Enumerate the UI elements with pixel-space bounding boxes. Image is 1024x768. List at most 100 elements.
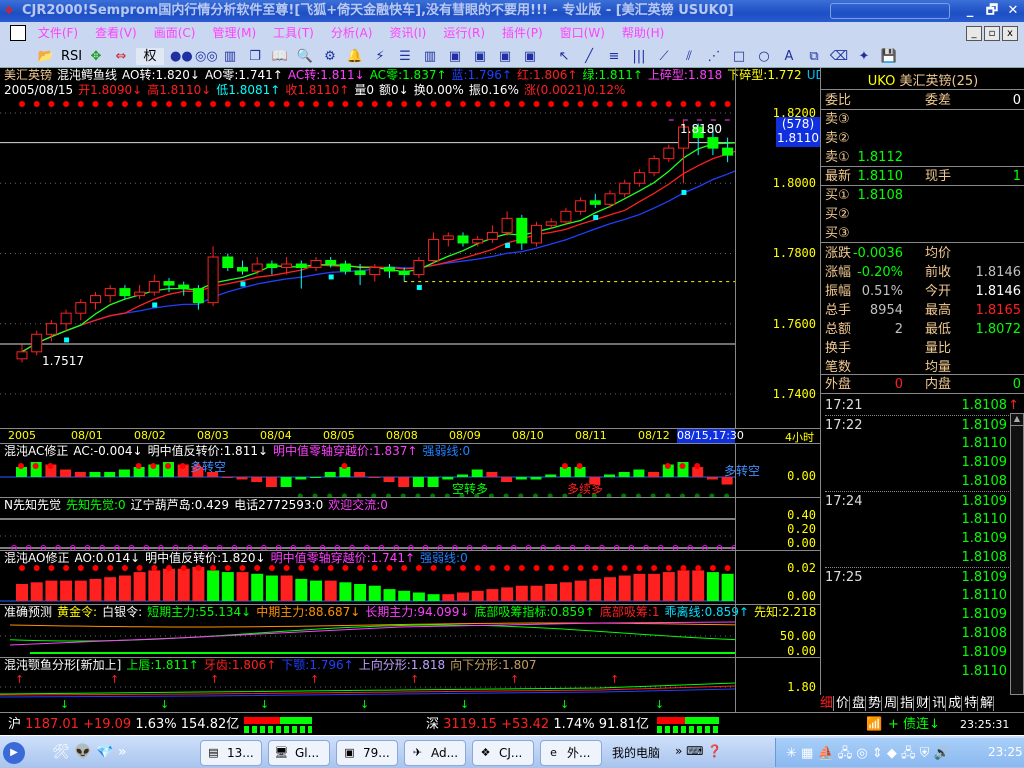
quote-tab[interactable]: 势 <box>868 696 883 711</box>
period-label[interactable]: 4小时 <box>785 431 814 443</box>
window2-icon[interactable]: ▣ <box>473 49 487 64</box>
menu-item[interactable]: 插件(P) <box>502 26 543 40</box>
vlines-icon[interactable]: ||| <box>632 49 646 64</box>
menu-item[interactable]: 资讯(I) <box>389 26 427 40</box>
alarm-icon[interactable]: 🔔 <box>346 49 364 64</box>
n-marker <box>525 545 532 550</box>
quote-tab[interactable]: 解 <box>980 696 995 711</box>
menu-item[interactable]: 管理(M) <box>212 26 257 40</box>
menu-item[interactable]: 文件(F) <box>37 26 79 40</box>
copy-icon[interactable]: ❐ <box>249 49 261 64</box>
save-icon[interactable]: 💾 <box>880 49 898 64</box>
chart-app-icon[interactable] <box>10 25 26 41</box>
ao-panel[interactable]: 混沌AO修正 AO:0.014↓ 明中值反转价:1.820↓ 明中值零轴穿越价:1.7… <box>0 550 820 604</box>
search-icon[interactable]: 🔍 <box>296 49 314 64</box>
menu-item[interactable]: 查看(V) <box>95 26 137 40</box>
menu-item[interactable]: 分析(A) <box>330 26 373 40</box>
menu-item[interactable]: 画面(C) <box>153 26 196 40</box>
tick-list[interactable]: 17:211.8108↑17:221.8109↑1.8110↑1.8109↓1.… <box>821 396 1021 696</box>
task-label: 13... <box>227 746 254 760</box>
tray-icons[interactable]: ✳ ▦ ⛵ 🖧 ◎ ⇕ ◆ 🖧 ⛨ 🔊 <box>786 746 950 761</box>
taskbar-button[interactable]: ❖ CJ... <box>472 740 534 766</box>
window1-icon[interactable]: ▣ <box>448 49 462 64</box>
parallel-icon[interactable]: ⋰ <box>707 49 721 64</box>
menu-item[interactable]: 运行(R) <box>443 26 486 40</box>
rows-icon[interactable]: ☰ <box>399 49 411 64</box>
mdi-minimize-button[interactable]: _ <box>966 26 982 41</box>
tick-scrollbar[interactable]: ▲ <box>1010 413 1024 695</box>
title-search-box[interactable] <box>830 3 950 19</box>
line-icon[interactable]: ╱ <box>585 49 593 64</box>
mdi-close-button[interactable]: x <box>1002 26 1018 41</box>
menu-item[interactable]: 窗口(W) <box>559 26 605 40</box>
quote-tab[interactable]: 盘 <box>852 696 867 711</box>
move-icon[interactable]: ✥ <box>90 49 102 64</box>
quicklaunch-icons[interactable]: 🛠 👽 💎 » <box>52 744 127 760</box>
candle <box>90 292 101 310</box>
text-icon[interactable]: A <box>784 49 794 64</box>
signal-dot <box>562 101 569 107</box>
plug-icon[interactable]: ⚡ <box>375 49 385 64</box>
compare-icon[interactable]: ▥ <box>223 49 237 64</box>
quote-tab[interactable]: 特 <box>964 696 979 711</box>
sh-breadth-bar <box>244 717 312 733</box>
fractal-panel[interactable]: 混沌颚鱼分形[新加上] 上唇:1.811↑ 牙齿:1.806↑ 下颚:1.796↑ 上向… <box>0 657 820 712</box>
star-icon[interactable]: ✦ <box>858 49 870 64</box>
fan-icon[interactable]: ⟋ <box>659 49 669 64</box>
start-button[interactable]: ▶ <box>3 742 25 764</box>
quote-tab[interactable]: 指 <box>900 696 915 711</box>
ellipse-icon[interactable]: ○ <box>758 49 770 64</box>
forecast-panel[interactable]: 准确预测 黄金令: 白银令: 短期主力:55.134↓ 中期主力:88.687↓ 长期主力… <box>0 604 820 657</box>
close-button[interactable]: ✕ <box>1007 3 1019 18</box>
taskbar-button[interactable]: ▣ 79... <box>336 740 398 766</box>
copy2-icon[interactable]: ⧉ <box>809 49 819 64</box>
ao-bar <box>486 589 499 601</box>
fib-icon[interactable]: ≡ <box>608 49 620 64</box>
rect-icon[interactable]: □ <box>732 49 746 64</box>
two-dots-gray-icon[interactable]: ◎◎ <box>195 49 218 64</box>
quote-tab[interactable]: 财 <box>916 696 931 711</box>
minimize-button[interactable]: _ <box>966 3 974 18</box>
sh-index[interactable]: 沪 1187.01 +19.09 1.63% 154.82亿 <box>8 713 239 736</box>
n-panel[interactable]: N先知先觉 先知先觉:0 辽宁葫芦岛:0.429 电话2772593:0 欢迎交流:0 … <box>0 497 820 550</box>
quote-tab[interactable]: 细 <box>820 696 835 711</box>
channel-icon[interactable]: ⫽ <box>686 49 692 64</box>
quote-tab[interactable]: 价 <box>836 696 851 711</box>
eraser-icon[interactable]: ⌫ <box>829 49 849 64</box>
cursor-icon[interactable]: ↖ <box>558 49 570 64</box>
quote-tab[interactable]: 成 <box>948 696 963 711</box>
window4-icon[interactable]: ▣ <box>523 49 537 64</box>
resize-icon[interactable]: ⇔ <box>115 49 127 64</box>
signal-dot <box>665 565 672 571</box>
columns-icon[interactable]: ▥ <box>423 49 437 64</box>
book-icon[interactable]: 📖 <box>271 49 289 64</box>
main-chart-panel[interactable]: 美汇英镑 混沌鳄鱼线 AO转:1.820↓ AO零:1.741↑ AC转:1.811↓ A… <box>0 68 820 428</box>
taskbar-button[interactable]: ✈ Ad... <box>404 740 466 766</box>
rsi-icon[interactable]: RSI <box>61 49 83 64</box>
taskbar-button[interactable]: ▤ 13... <box>200 740 262 766</box>
mdi-restore-button[interactable]: ▫ <box>984 26 1000 41</box>
tick-price: 1.8109 <box>961 494 1008 509</box>
sz-index[interactable]: 深 3119.15 +53.42 1.74% 91.81亿 <box>426 713 649 736</box>
taskbar-button[interactable]: e 外... <box>540 740 602 766</box>
toolbar-extras-icons[interactable]: » ⌨ ❓ <box>675 744 723 758</box>
my-computer-toolbar[interactable]: 我的电脑 <box>612 746 661 760</box>
quote-tab[interactable]: 周 <box>884 696 899 711</box>
restore-button[interactable]: 🗗 <box>985 3 999 18</box>
tools-icon[interactable]: ⚙ <box>324 49 336 64</box>
menu-item[interactable]: 帮助(H) <box>621 26 665 40</box>
indicator-value: 欢迎交流:0 <box>328 498 388 512</box>
indicator-value: 收1.8110↑ <box>285 83 350 97</box>
ac-panel[interactable]: 混沌AC修正 AC:-0.004↓ 明中值反转价:1.811↓ 明中值零轴穿越价:1.… <box>0 443 820 497</box>
window3-icon[interactable]: ▣ <box>498 49 512 64</box>
open-icon[interactable]: 📂 <box>37 49 55 64</box>
menu-item[interactable]: 工具(T) <box>273 26 314 40</box>
quan-dropdown[interactable]: 权 <box>136 48 164 65</box>
candlestick-chart[interactable]: ▪ ▪ ▪ ▪ ▪ ▪ ▪ ▪ <box>0 68 735 428</box>
two-dots-red-icon[interactable]: ●● <box>170 49 193 64</box>
bond-link[interactable]: + 债连↓ <box>888 717 940 732</box>
label: 振幅 <box>825 284 852 299</box>
n-marker <box>143 545 150 550</box>
quote-tab[interactable]: 讯 <box>932 696 947 711</box>
taskbar-button[interactable]: 🖥 Gl... <box>268 740 330 766</box>
